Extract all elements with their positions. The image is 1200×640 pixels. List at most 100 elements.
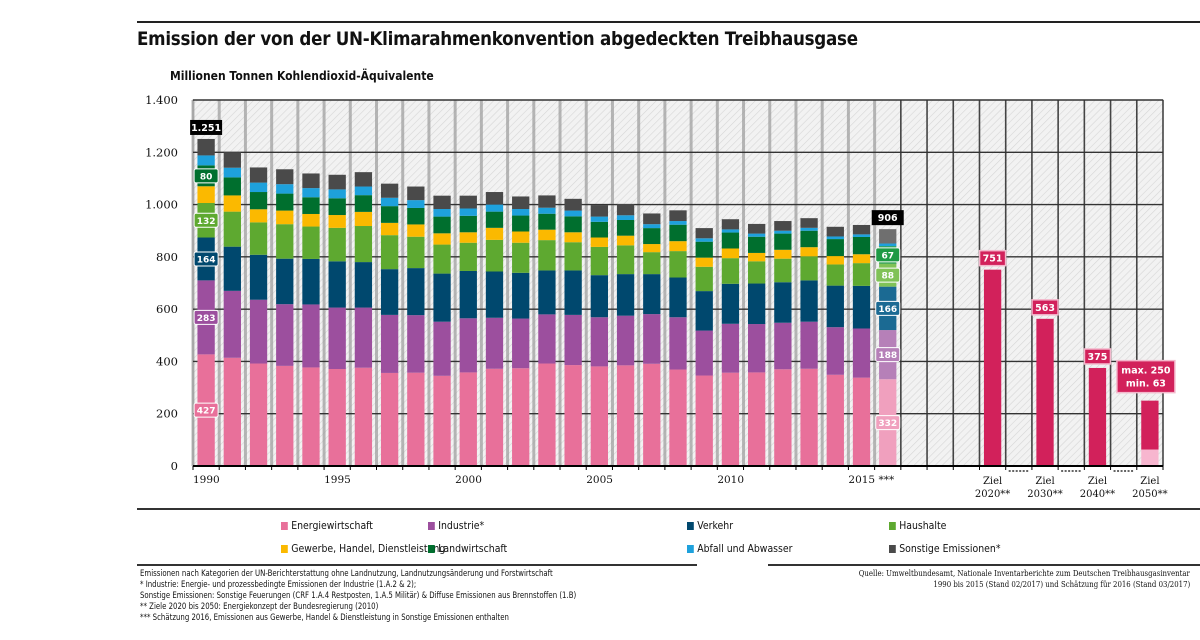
bar-segment xyxy=(669,369,687,466)
footnote: *** Schätzung 2016, Emissionen aus Gewer… xyxy=(140,613,509,623)
bar-segment xyxy=(774,230,792,234)
target-label: 563 xyxy=(1035,303,1055,314)
bar-segment xyxy=(407,268,425,316)
bar-segment xyxy=(800,247,818,257)
data-labels: 427 283 164 132 80 332 188 166 88 67 1.251 906 751 56… xyxy=(190,119,1176,431)
target-label: 751 xyxy=(983,254,1003,265)
x-tick-label: 2015 *** xyxy=(848,474,895,486)
bar-segment xyxy=(276,224,294,259)
bar-segment xyxy=(223,195,241,212)
bar-segment xyxy=(433,209,451,217)
y-tick-label: 400 xyxy=(156,354,178,368)
source-note: Quelle: Umweltbundesamt, Nationale Inven… xyxy=(858,569,1190,579)
bar-segment xyxy=(616,315,635,366)
notes-separator-right xyxy=(768,564,1200,566)
bar-segment xyxy=(643,252,661,275)
target-bar xyxy=(1036,318,1054,466)
bar-segment xyxy=(616,365,635,466)
bar-segment xyxy=(485,227,504,240)
bar-segment xyxy=(695,238,713,242)
target-bar xyxy=(983,269,1002,466)
x-tick-label: 2000 xyxy=(455,474,482,486)
bar-segment xyxy=(276,365,294,466)
bar-segment xyxy=(354,211,373,227)
bar-segment xyxy=(538,363,556,466)
bar-segment xyxy=(485,192,504,205)
bar-segment xyxy=(302,173,320,189)
segment-label-box xyxy=(193,168,219,184)
footnote: Emissionen nach Kategorien der UN-Berich… xyxy=(140,569,553,579)
segment-label: 132 xyxy=(197,217,216,227)
segment-label-box xyxy=(193,309,219,325)
segment-label: 164 xyxy=(197,255,216,265)
bar-segment xyxy=(590,366,609,466)
vertical-gridlines xyxy=(191,100,1164,466)
bar-segment xyxy=(800,256,818,281)
bar-segment xyxy=(249,363,268,466)
bar-segment xyxy=(852,234,871,237)
bar-segment xyxy=(276,169,294,185)
bar-segment xyxy=(459,215,477,233)
footnote: ** Ziele 2020 bis 2050: Energiekonzept d… xyxy=(140,602,379,612)
bar-segment xyxy=(223,152,241,168)
bar-segment xyxy=(302,188,320,198)
segment-label-box xyxy=(193,402,219,418)
bar-segment xyxy=(852,254,871,264)
bar-segment xyxy=(380,206,399,223)
y-axis-unit-label: Millionen Tonnen Kohlendioxid-Äquivalent… xyxy=(170,69,434,83)
segment-label: 332 xyxy=(878,419,897,429)
bar-segment xyxy=(302,304,320,368)
bar-segment xyxy=(433,244,451,274)
bar-segment xyxy=(354,172,373,187)
bar-segment xyxy=(852,285,871,329)
total-label-box xyxy=(871,210,904,226)
bar-segment xyxy=(774,322,792,370)
bar-segment xyxy=(538,229,556,241)
bar-segment xyxy=(328,261,346,308)
bar-segment xyxy=(590,317,609,367)
y-tick-label: 1.400 xyxy=(145,93,178,107)
bar-segment xyxy=(590,237,609,247)
bar-segment xyxy=(852,328,871,378)
bar-segment xyxy=(721,248,740,259)
target-x-label: 2030** xyxy=(1027,489,1062,500)
bar-segment xyxy=(747,233,766,237)
target-label: 375 xyxy=(1088,352,1108,363)
bar-segment xyxy=(223,211,241,247)
bar-segment xyxy=(826,256,844,265)
y-tick-label: 600 xyxy=(156,302,178,316)
bar-segment xyxy=(328,215,346,228)
y-tick-label: 1.000 xyxy=(145,198,178,212)
target-label-box xyxy=(1083,348,1112,365)
bar-segment xyxy=(695,330,713,376)
bar-segment xyxy=(485,317,504,369)
bar-segment xyxy=(485,211,504,228)
bar-segment xyxy=(407,224,425,237)
bar-segment xyxy=(249,192,268,210)
bar-segment xyxy=(774,369,792,466)
bar-segment xyxy=(800,368,818,466)
bar-segment xyxy=(616,274,635,316)
segment-label-box xyxy=(875,300,901,316)
bar-segment xyxy=(276,304,294,366)
bar-segment xyxy=(590,216,609,222)
bar-segment xyxy=(590,205,609,217)
y-tick-label: 800 xyxy=(156,250,178,264)
bar-segment xyxy=(354,195,373,212)
bar-segment xyxy=(276,258,294,305)
bar-segment xyxy=(459,232,477,243)
bar-segment xyxy=(354,307,373,368)
y-tick-label: 200 xyxy=(156,407,178,421)
bar-segment xyxy=(249,222,268,255)
bar-segment xyxy=(433,195,451,210)
segment-label-box xyxy=(875,247,901,263)
x-tick-label: 2010 xyxy=(717,474,744,486)
bar-segment xyxy=(302,197,320,214)
bar-segment xyxy=(512,272,530,319)
bar-segment xyxy=(433,375,451,466)
bar-segment xyxy=(512,242,530,273)
x-tick-label: 2005 xyxy=(586,474,613,486)
bar-segment xyxy=(721,219,740,230)
target-label-box xyxy=(978,249,1007,267)
segment-label-box xyxy=(875,347,901,363)
